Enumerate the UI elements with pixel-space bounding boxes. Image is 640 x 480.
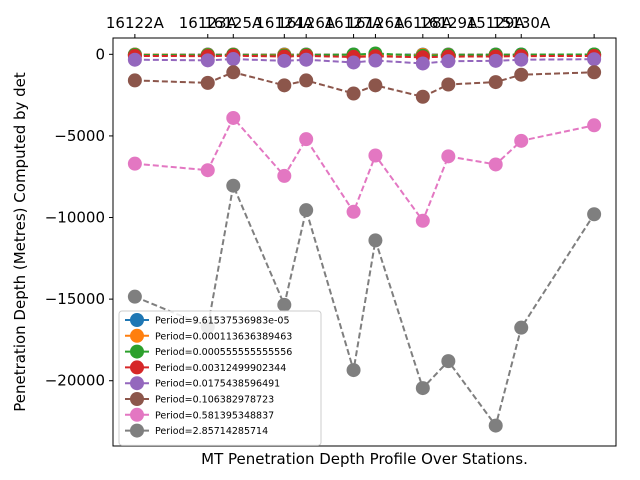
legend-marker [130, 344, 144, 359]
data-point-4-1 [200, 53, 215, 68]
data-point-5-9 [488, 75, 503, 90]
data-point-6-11 [587, 118, 602, 133]
legend-entry: Period=0.581395348837 [155, 410, 274, 421]
data-point-6-3 [277, 168, 292, 183]
legend-entry: Period=2.85714285714 [155, 426, 268, 437]
data-point-4-8 [441, 54, 456, 69]
x-axis-label: MT Penetration Depth Profile Over Statio… [201, 450, 528, 468]
data-point-4-3 [277, 53, 292, 68]
data-point-7-6 [368, 233, 383, 248]
y-tick-label: 0 [95, 45, 105, 63]
x-axis: 16122A 16123A16125A16124A16126A16127A1612… [106, 14, 595, 38]
data-point-7-7 [415, 381, 430, 396]
series-line-6 [134, 116, 595, 223]
data-point-6-8 [441, 149, 456, 164]
legend-marker [130, 376, 144, 391]
data-point-4-5 [346, 55, 361, 70]
data-point-7-10 [514, 320, 529, 335]
x-tick-label: 16125A [204, 14, 263, 32]
legend-marker [130, 423, 144, 438]
data-point-5-0 [127, 73, 142, 88]
data-point-4-4 [299, 52, 314, 67]
data-point-6-10 [514, 133, 529, 148]
x-tick-label: 16123A [179, 14, 238, 32]
data-point-6-2 [226, 110, 241, 125]
data-point-4-11 [587, 52, 602, 67]
data-point-7-9 [488, 418, 503, 433]
data-point-5-3 [277, 78, 292, 93]
data-point-4-0 [127, 52, 142, 67]
legend-entry: Period=0.0175438596491 [155, 379, 280, 390]
legend-entry: Period=0.000113636389463 [155, 331, 292, 342]
data-point-5-5 [346, 86, 361, 101]
data-point-7-0 [127, 289, 142, 304]
legend-entry: Period=0.00312499902344 [155, 363, 286, 374]
data-point-4-10 [514, 52, 529, 67]
data-point-7-5 [346, 363, 361, 378]
data-point-5-2 [226, 65, 241, 80]
x-tick-label: 16126A [277, 14, 336, 32]
x-tick-label: 16129A [419, 14, 478, 32]
data-point-5-4 [299, 73, 314, 88]
legend-marker [130, 360, 144, 375]
legend-entry: Period=0.106382978723 [155, 395, 274, 406]
data-point-6-0 [127, 156, 142, 171]
x-tick-label: 16126A [346, 14, 405, 32]
y-tick-label: −10000 [45, 209, 105, 227]
legend-marker [130, 407, 144, 422]
data-point-6-1 [200, 163, 215, 178]
x-tick-label: 16128A [394, 14, 453, 32]
data-point-5-7 [415, 89, 430, 104]
data-point-7-11 [587, 207, 602, 222]
data-point-7-2 [226, 178, 241, 193]
y-tick-label: −15000 [45, 290, 105, 308]
data-point-5-8 [441, 77, 456, 92]
data-point-4-2 [226, 52, 241, 67]
data-point-6-9 [488, 157, 503, 172]
data-point-7-8 [441, 354, 456, 369]
legend-entry: Period=0.000555555555556 [155, 347, 292, 358]
data-point-7-3 [277, 297, 292, 312]
legend-marker [130, 392, 144, 406]
legend-box [118, 310, 322, 446]
x-tick-label: 16127A [325, 14, 384, 32]
data-point-5-11 [587, 65, 602, 80]
data-point-5-10 [514, 67, 529, 82]
data-point-4-7 [415, 56, 430, 71]
legend-marker [130, 313, 144, 327]
legend-marker [130, 328, 144, 343]
y-tick-label: −20000 [45, 372, 105, 390]
series-line-7 [134, 182, 595, 428]
y-axis: 0 −5000 −10000 −15000 −20000 [45, 45, 113, 390]
x-tick-label: 16124A [255, 14, 314, 32]
data-point-6-4 [299, 132, 314, 147]
data-point-4-6 [368, 53, 383, 68]
data-point-5-1 [200, 75, 215, 90]
legend: Period=9.61537536983e-05 Period=0.0001136… [118, 310, 322, 446]
data-point-6-6 [368, 148, 383, 163]
x-tick-label: 16122A [106, 14, 165, 32]
y-axis-label: Penetration Depth (Metres) Computed by d… [11, 72, 29, 412]
plot-frame [112, 37, 617, 447]
data-point-7-4 [299, 203, 314, 218]
data-point-5-6 [368, 78, 383, 93]
data-point-6-5 [346, 204, 361, 219]
data-point-4-9 [488, 53, 503, 68]
legend-entry: Period=9.61537536983e-05 [155, 316, 290, 327]
x-tick-label: 15129A [467, 14, 526, 32]
data-point-6-7 [415, 213, 430, 228]
y-tick-label: −5000 [54, 127, 105, 145]
x-tick-label: 15130A [492, 14, 551, 32]
